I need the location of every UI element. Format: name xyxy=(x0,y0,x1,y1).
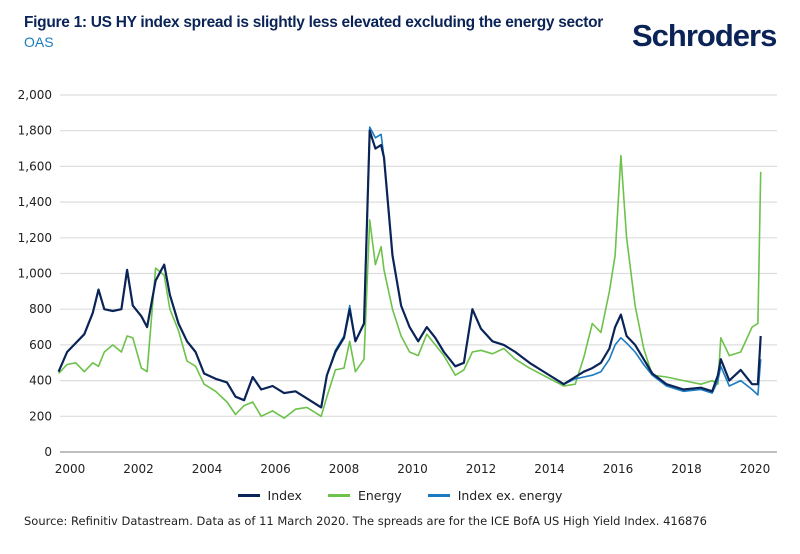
legend-swatch-index xyxy=(237,494,260,497)
schroders-logo: Schroders xyxy=(632,18,777,53)
x-tick-label: 2006 xyxy=(260,462,291,476)
x-tick-label: 2010 xyxy=(397,462,428,476)
y-tick-label: 1,600 xyxy=(18,159,52,173)
x-tick-label: 2000 xyxy=(55,462,86,476)
legend-item-ex-energy: Index ex. energy xyxy=(427,488,563,503)
legend-label: Index xyxy=(267,488,302,503)
y-tick-label: 1,000 xyxy=(18,267,52,281)
y-tick-label: 1,200 xyxy=(18,231,52,245)
x-tick-label: 2002 xyxy=(123,462,154,476)
y-tick-label: 800 xyxy=(29,302,52,316)
y-tick-label: 200 xyxy=(29,409,52,423)
y-tick-label: 2,000 xyxy=(18,88,52,102)
chart-subtitle: OAS xyxy=(24,34,54,50)
legend-label: Index ex. energy xyxy=(457,488,563,503)
x-tick-label: 2012 xyxy=(466,462,497,476)
legend-swatch-ex-energy xyxy=(427,494,450,497)
y-tick-label: 0 xyxy=(44,445,52,459)
x-tick-label: 2020 xyxy=(740,462,771,476)
source-note: Source: Refinitiv Datastream. Data as of… xyxy=(24,514,707,528)
x-tick-label: 2014 xyxy=(534,462,565,476)
y-tick-label: 400 xyxy=(29,374,52,388)
x-tick-label: 2004 xyxy=(192,462,223,476)
chart-title: Figure 1: US HY index spread is slightly… xyxy=(24,14,603,31)
y-tick-label: 1,400 xyxy=(18,195,52,209)
y-tick-label: 600 xyxy=(29,338,52,352)
legend: Index Energy Index ex. energy xyxy=(0,488,800,503)
legend-label: Energy xyxy=(357,488,402,503)
series-line-index xyxy=(57,129,762,409)
legend-item-energy: Energy xyxy=(327,488,402,503)
legend-swatch-energy xyxy=(327,494,350,497)
y-tick-label: 1,800 xyxy=(18,124,52,138)
chart-header: Figure 1: US HY index spread is slightly… xyxy=(24,14,614,51)
legend-item-index: Index xyxy=(237,488,302,503)
x-tick-label: 2016 xyxy=(603,462,634,476)
x-tick-label: 2008 xyxy=(329,462,360,476)
series-line-energy xyxy=(58,154,762,419)
x-tick-label: 2018 xyxy=(671,462,702,476)
